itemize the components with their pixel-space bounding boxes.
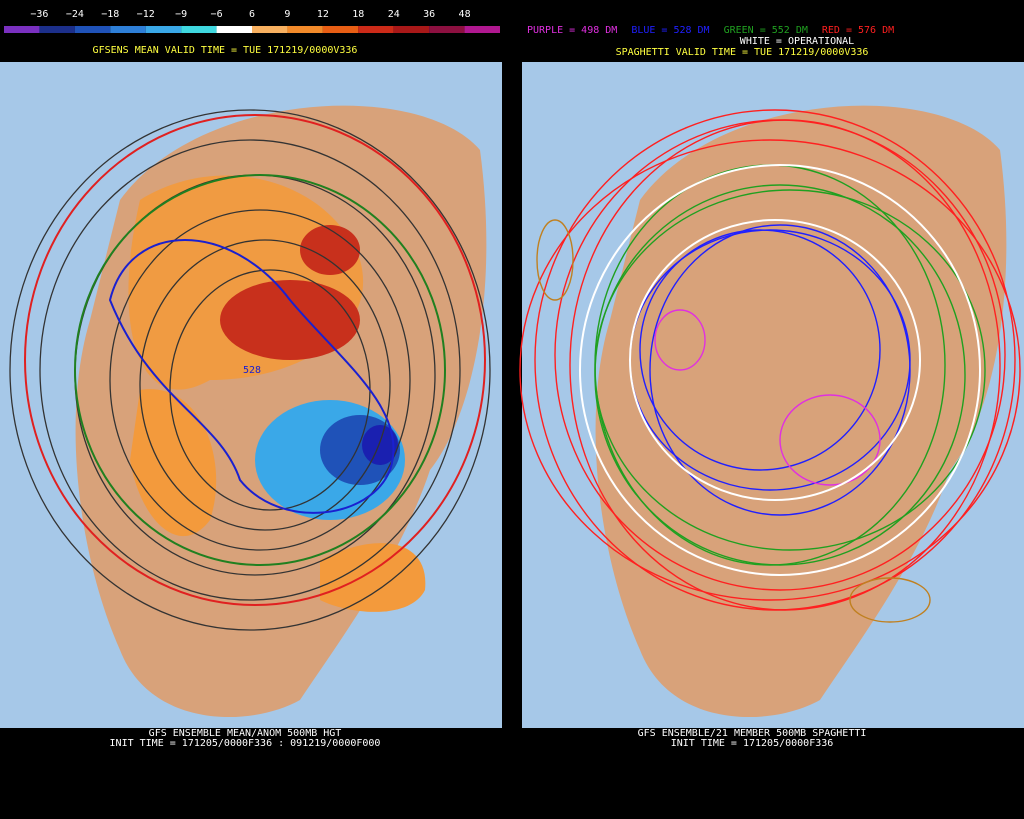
colorbar-swatch <box>216 26 252 33</box>
right-map <box>519 62 1024 728</box>
divider <box>502 0 522 819</box>
colorbar-swatch <box>358 26 394 33</box>
colorbar-label: 36 <box>423 9 435 20</box>
colorbar-label: 9 <box>284 9 290 20</box>
warm-anomaly-core <box>220 280 360 360</box>
colorbar-label: 18 <box>352 9 364 20</box>
colorbar-swatch <box>322 26 359 33</box>
colorbar-label: 6 <box>249 9 255 20</box>
right-footer: GFS ENSEMBLE/21 MEMBER 500MB SPAGHETTI <box>638 728 867 739</box>
contour-576 <box>24 114 486 606</box>
contour-528 <box>108 239 395 514</box>
colorbar-swatch <box>252 26 288 33</box>
warm-anomaly-core <box>300 225 360 275</box>
left-map: 528 <box>0 62 502 728</box>
left-title: GFSENS MEAN VALID TIME = TUE 171219/0000… <box>93 45 358 56</box>
spaghetti-legend: RED = 576 DM <box>822 25 894 36</box>
left-footer: INIT TIME = 171205/0000F336 : 091219/000… <box>110 738 381 749</box>
colorbar-label: 48 <box>459 9 471 20</box>
colorbar-label: −36 <box>30 9 48 20</box>
contour-label: 528 <box>243 365 261 376</box>
colorbar-swatch <box>110 26 146 33</box>
contour-552 <box>74 174 446 566</box>
spaghetti-legend: BLUE = 528 DM <box>631 25 709 36</box>
colorbar-swatch <box>287 26 323 33</box>
colorbar-label: −18 <box>101 9 119 20</box>
cold-anomaly-core <box>362 425 398 465</box>
colorbar-swatch <box>181 26 217 33</box>
colorbar-label: −12 <box>137 9 155 20</box>
colorbar-swatch <box>429 26 465 33</box>
colorbar-label: 12 <box>317 9 329 20</box>
colorbar-swatch <box>4 26 40 33</box>
operational-legend: WHITE = OPERATIONAL <box>740 36 854 47</box>
colorbar-swatch <box>464 26 500 33</box>
spaghetti-legend: PURPLE = 498 DM <box>527 25 617 36</box>
colorbar-label: 24 <box>388 9 400 20</box>
colorbar-swatch <box>74 26 111 33</box>
colorbar-swatch <box>39 26 75 33</box>
left-footer: GFS ENSEMBLE MEAN/ANOM 500MB HGT <box>149 728 342 739</box>
warm-anomaly <box>130 389 217 537</box>
spaghetti-legend: GREEN = 552 DM <box>724 25 808 36</box>
colorbar-label: −9 <box>175 9 187 20</box>
right-title: SPAGHETTI VALID TIME = TUE 171219/0000V3… <box>616 47 869 58</box>
colorbar-swatch <box>145 26 182 33</box>
spaghetti <box>519 109 1021 623</box>
colorbar-label: −24 <box>66 9 84 20</box>
colorbar-swatch <box>393 26 430 33</box>
warm-anomaly <box>320 543 426 612</box>
colorbar: −36 −24 −18 −12 −9 −6 6 9 12 18 24 36 48 <box>4 9 500 33</box>
right-footer: INIT TIME = 171205/0000F336 <box>671 738 834 749</box>
colorbar-label: −6 <box>211 9 223 20</box>
